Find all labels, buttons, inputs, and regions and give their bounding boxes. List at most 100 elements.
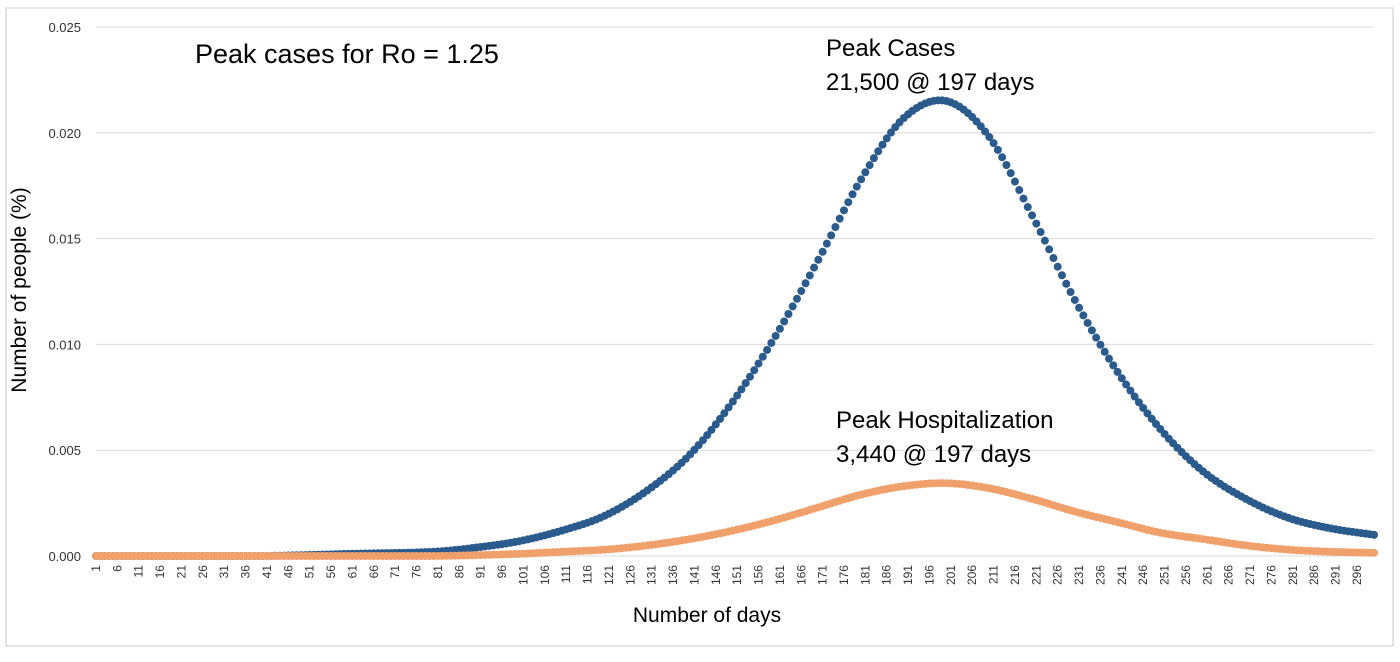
x-tick-label: 276 xyxy=(1264,565,1278,585)
cases-point xyxy=(1087,326,1096,335)
x-tick-label: 246 xyxy=(1136,565,1150,585)
cases-point xyxy=(758,352,767,361)
x-tick-label: 296 xyxy=(1350,565,1364,585)
cases-point xyxy=(1015,186,1024,195)
cases-point xyxy=(1036,228,1045,237)
x-tick-label: 171 xyxy=(816,565,830,585)
x-tick-label: 126 xyxy=(623,565,637,585)
cases-point xyxy=(989,139,998,148)
x-tick-label: 111 xyxy=(559,565,573,584)
peak-cases-annotation-value: 21,500 @ 197 days xyxy=(826,69,1035,96)
cases-point xyxy=(754,359,763,368)
cases-point xyxy=(882,134,891,143)
x-tick-label: 76 xyxy=(410,565,424,579)
x-tick-label: 191 xyxy=(901,565,915,585)
cases-point xyxy=(788,302,797,311)
x-tick-label: 51 xyxy=(303,565,317,579)
y-axis-label: Number of people (%) xyxy=(8,187,31,392)
cases-point xyxy=(1019,194,1028,203)
x-tick-label: 86 xyxy=(452,565,466,579)
x-tick-label: 266 xyxy=(1222,565,1236,585)
x-tick-label: 261 xyxy=(1200,565,1214,585)
cases-point xyxy=(792,294,801,303)
cases-point xyxy=(1370,530,1378,539)
x-tick-label: 121 xyxy=(602,565,616,585)
cases-point xyxy=(822,239,831,248)
cases-point xyxy=(1028,211,1037,220)
x-tick-label: 251 xyxy=(1158,565,1172,585)
x-tick-label: 41 xyxy=(260,565,274,579)
cases-point xyxy=(814,255,823,264)
cases-point xyxy=(763,345,772,354)
x-tick-label: 206 xyxy=(965,565,979,585)
y-tick-label: 0.020 xyxy=(48,126,81,141)
x-tick-label: 256 xyxy=(1179,565,1193,585)
y-tick-labels: 0.000 0.005 0.010 0.015 0.020 0.025 xyxy=(48,20,81,564)
x-tick-label: 46 xyxy=(281,565,295,579)
cases-point xyxy=(737,385,746,394)
x-tick-label: 71 xyxy=(388,565,402,579)
x-tick-label: 221 xyxy=(1029,565,1043,585)
x-tick-label: 1 xyxy=(89,565,103,572)
cases-point xyxy=(1134,398,1143,407)
cases-point xyxy=(1040,236,1049,245)
cases-point xyxy=(865,161,874,170)
cases-point xyxy=(1070,295,1079,304)
cases-point xyxy=(1045,245,1054,254)
cases-point xyxy=(1139,403,1148,412)
x-tick-label: 186 xyxy=(880,565,894,585)
x-tick-label: 96 xyxy=(495,565,509,579)
x-tick-label: 156 xyxy=(752,565,766,585)
x-tick-label: 26 xyxy=(196,565,210,579)
y-tick-label: 0.015 xyxy=(48,232,81,247)
cases-point xyxy=(1100,347,1109,356)
x-tick-label: 236 xyxy=(1093,565,1107,585)
gridlines xyxy=(96,26,1374,557)
x-tick-label: 196 xyxy=(922,565,936,585)
cases-point xyxy=(784,309,793,318)
cases-point xyxy=(1096,340,1105,349)
x-tick-label: 21 xyxy=(174,565,188,579)
cases-point xyxy=(1113,367,1122,376)
x-tick-label: 66 xyxy=(367,565,381,579)
cases-point xyxy=(1143,409,1152,418)
cases-point xyxy=(1122,380,1131,389)
x-tick-label: 286 xyxy=(1307,565,1321,585)
x-tick-label: 106 xyxy=(538,565,552,585)
x-tick-label: 181 xyxy=(858,565,872,585)
cases-point xyxy=(771,331,780,340)
peak-cases-annotation-title: Peak Cases xyxy=(826,35,955,62)
x-tick-label: 36 xyxy=(239,565,253,579)
cases-point xyxy=(1053,262,1062,271)
cases-point xyxy=(728,397,737,406)
x-tick-label: 211 xyxy=(987,565,1001,584)
x-tick-label: 61 xyxy=(345,565,359,579)
x-tick-label: 136 xyxy=(666,565,680,585)
cases-point xyxy=(827,231,836,240)
x-tick-label: 176 xyxy=(837,565,851,585)
cases-point xyxy=(857,175,866,184)
cases-point xyxy=(1083,318,1092,327)
cases-point xyxy=(818,247,827,256)
cases-point xyxy=(981,127,990,136)
cases-point xyxy=(733,391,742,400)
chart-title: Peak cases for Ro = 1.25 xyxy=(195,39,499,69)
cases-point xyxy=(874,147,883,156)
x-tick-labels: 1 6 11 16 21 26 31 36 41 46 51 56 61 66 71 76 81 86 91 96 10… xyxy=(89,565,1364,585)
cases-point xyxy=(805,271,814,280)
cases-point xyxy=(1010,177,1019,186)
cases-point xyxy=(780,317,789,326)
x-tick-label: 91 xyxy=(474,565,488,579)
cases-point xyxy=(1126,386,1135,395)
x-tick-label: 6 xyxy=(110,565,124,572)
cases-point xyxy=(1130,392,1139,401)
chart-border xyxy=(5,7,1394,647)
cases-point xyxy=(810,263,819,272)
x-tick-label: 216 xyxy=(1008,565,1022,585)
cases-point xyxy=(831,222,840,231)
cases-point xyxy=(707,425,716,434)
cases-point xyxy=(801,279,810,288)
series-markers xyxy=(92,96,1378,560)
hospitalization-point xyxy=(1370,548,1378,557)
